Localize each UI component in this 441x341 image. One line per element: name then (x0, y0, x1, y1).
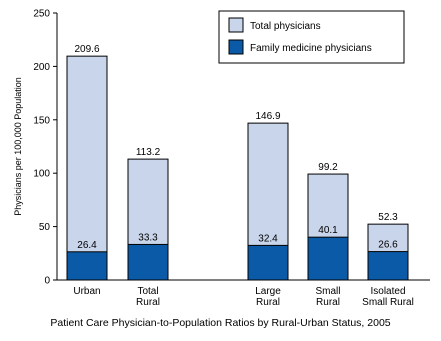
y-axis-label: Physicians per 100,000 Population (13, 77, 23, 216)
x-category-label-line: Total (137, 286, 158, 297)
x-category-label-line: Small Rural (362, 297, 414, 308)
data-label-total: 52.3 (378, 212, 398, 223)
bars (66, 55, 409, 281)
bar-family-medicine (66, 251, 108, 281)
x-category-label-line: Rural (256, 297, 280, 308)
data-label-total: 146.9 (255, 111, 280, 122)
legend-label: Family medicine physicians (250, 43, 372, 54)
x-category-label-line: Rural (136, 297, 160, 308)
data-label-family: 32.4 (258, 233, 278, 244)
bar-family-medicine (367, 251, 409, 281)
x-category-label-line: Urban (73, 286, 100, 297)
x-category-label-line: Small (315, 286, 340, 297)
data-label-total: 113.2 (136, 147, 161, 158)
legend-swatch (228, 39, 244, 55)
bar-total-physicians (66, 55, 108, 281)
y-tick-label: 50 (39, 222, 51, 233)
legend: Total physicians Family medicine physicia… (218, 10, 405, 64)
bar-family-medicine (307, 236, 349, 281)
bar-family-medicine (127, 243, 169, 281)
x-category-label: Large Rural (255, 286, 281, 308)
x-category-label: Isolated Small Rural (362, 286, 414, 308)
legend-box (218, 10, 405, 64)
legend-label: Total physicians (250, 21, 321, 32)
chart-caption: Patient Care Physician-to-Population Rat… (50, 317, 391, 329)
x-category-label: Total Rural (136, 286, 160, 308)
y-tick-label: 0 (44, 276, 50, 287)
x-category-label: Urban (73, 286, 100, 297)
data-label-total: 209.6 (74, 44, 99, 55)
data-label-family: 40.1 (318, 225, 338, 236)
x-category-label: Small Rural (315, 286, 340, 308)
y-tick-label: 100 (33, 169, 50, 180)
legend-swatch (228, 17, 244, 33)
data-label-family: 26.4 (77, 240, 97, 251)
x-category-label-line: Large (255, 286, 281, 297)
bar-family-medicine (247, 244, 289, 281)
data-label-family: 26.6 (378, 240, 398, 251)
x-category-label-line: Isolated (370, 286, 405, 297)
data-label-family: 33.3 (138, 232, 158, 243)
x-category-label-line: Rural (316, 297, 340, 308)
y-tick-label: 150 (33, 115, 50, 126)
data-label-total: 99.2 (318, 162, 338, 173)
y-tick-label: 200 (33, 62, 50, 73)
y-tick-label: 250 (33, 9, 50, 20)
